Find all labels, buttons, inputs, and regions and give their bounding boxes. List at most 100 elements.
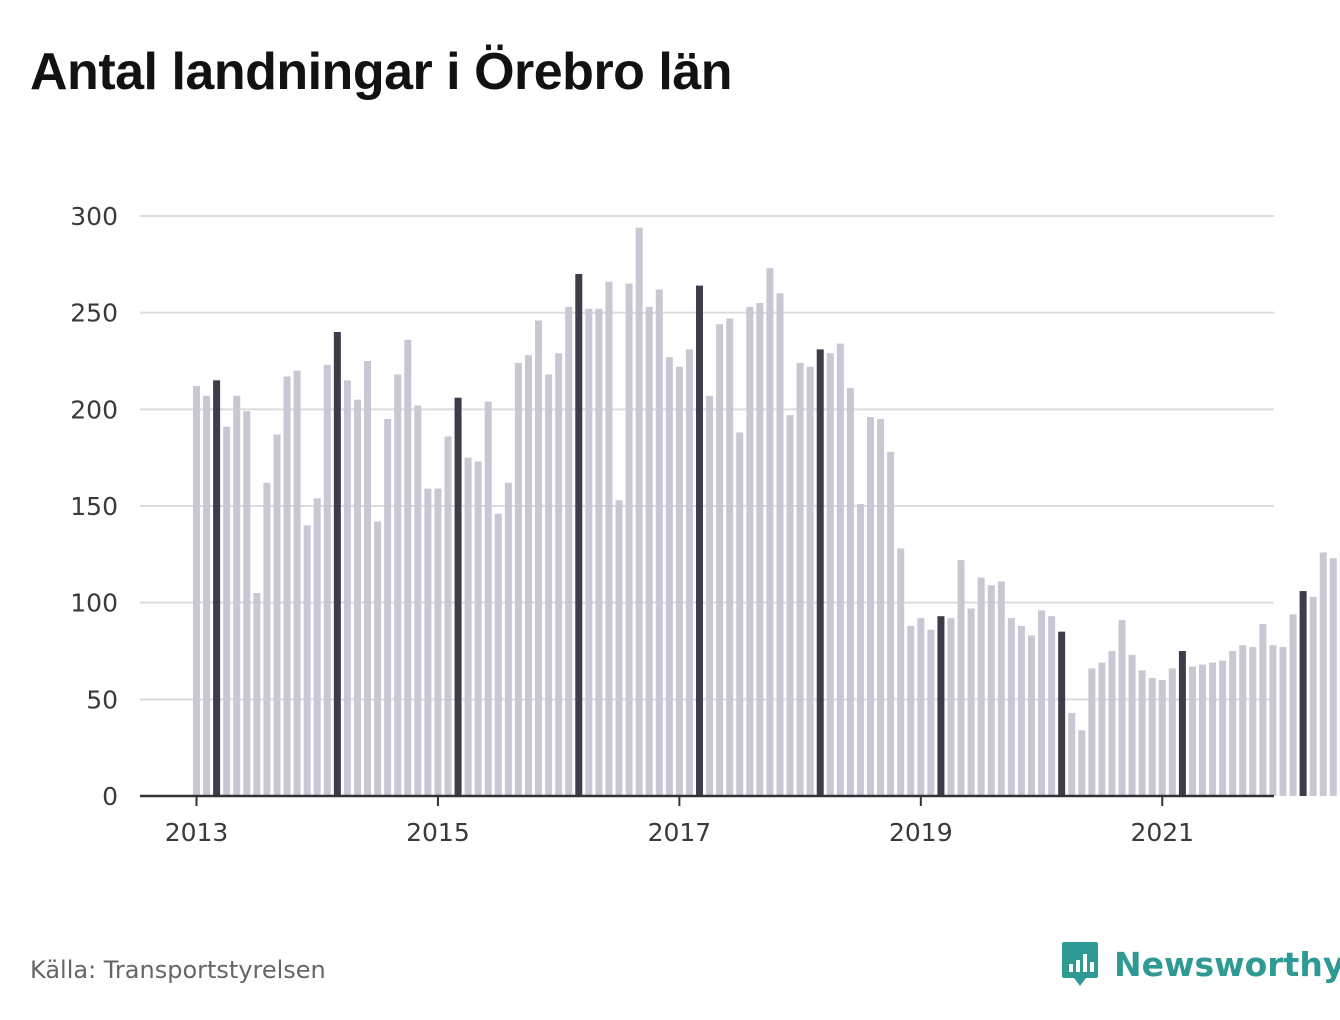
bar-14 — [333, 332, 341, 796]
bar-58 — [776, 293, 784, 796]
bar-81 — [1007, 618, 1015, 796]
bar-48 — [675, 366, 683, 796]
x-tick-label-2021: 2021 — [1130, 818, 1194, 847]
bar-63 — [826, 353, 834, 796]
bar-106 — [1259, 623, 1267, 796]
bar-29 — [484, 401, 492, 796]
bar-41 — [605, 281, 613, 797]
bar-53 — [726, 318, 734, 796]
bar-92 — [1118, 620, 1126, 796]
bar-82 — [1017, 625, 1025, 796]
bar-57 — [766, 268, 774, 796]
bar-86 — [1058, 631, 1066, 796]
bar-11 — [303, 525, 311, 796]
bar-90 — [1098, 662, 1106, 796]
bar-111 — [1309, 596, 1317, 796]
bar-31 — [504, 482, 512, 796]
bar-59 — [786, 415, 794, 796]
bar-102 — [1219, 660, 1227, 796]
bar-54 — [736, 432, 744, 796]
bar-32 — [514, 362, 522, 796]
bar-99 — [1188, 666, 1196, 796]
bar-105 — [1249, 647, 1257, 796]
bar-36 — [555, 353, 563, 796]
bar-93 — [1128, 654, 1136, 796]
bar-9 — [283, 376, 291, 796]
bar-34 — [535, 320, 543, 796]
y-tick-label-0: 0 — [102, 782, 118, 811]
bar-40 — [595, 308, 603, 796]
source-note: Källa: Transportstyrelsen — [30, 956, 326, 984]
bar-22 — [414, 405, 422, 796]
bar-38 — [575, 274, 583, 796]
bar-97 — [1168, 668, 1176, 796]
bar-75 — [947, 618, 955, 796]
bar-107 — [1269, 645, 1277, 796]
labels: 0501001502002503002013201520172019202120… — [70, 202, 1194, 847]
bar-10 — [293, 370, 301, 796]
bar-37 — [565, 306, 573, 796]
bar-5 — [243, 411, 251, 796]
newsworthy-logo-icon — [1062, 942, 1098, 986]
bar-25 — [444, 436, 452, 796]
bar-17 — [364, 361, 372, 796]
bar-110 — [1299, 591, 1307, 796]
bar-66 — [856, 504, 864, 796]
bar-88 — [1078, 730, 1086, 796]
bar-8 — [273, 434, 281, 796]
bar-67 — [867, 417, 875, 796]
brand: Newsworthy — [1060, 940, 1340, 988]
bar-61 — [806, 366, 814, 796]
bar-68 — [877, 419, 885, 796]
bar-13 — [323, 364, 331, 796]
bar-24 — [434, 488, 442, 796]
bar-74 — [937, 616, 945, 796]
bar-23 — [424, 488, 432, 796]
bar-62 — [816, 349, 824, 796]
bar-85 — [1048, 616, 1056, 796]
y-tick-label-250: 250 — [70, 299, 118, 328]
bar-83 — [1027, 635, 1035, 796]
bar-0 — [193, 386, 200, 796]
bar-73 — [927, 629, 935, 796]
bar-77 — [967, 608, 975, 796]
bar-42 — [615, 500, 623, 796]
bar-101 — [1209, 662, 1217, 796]
bar-109 — [1289, 614, 1297, 796]
bar-12 — [313, 498, 321, 796]
bar-103 — [1229, 651, 1237, 796]
bar-78 — [977, 577, 985, 796]
bar-27 — [464, 457, 472, 796]
bar-84 — [1038, 610, 1046, 796]
bar-4 — [233, 395, 241, 796]
bar-21 — [404, 339, 412, 796]
bar-20 — [394, 374, 402, 796]
brand-name: Newsworthy — [1114, 944, 1340, 984]
bar-94 — [1138, 670, 1146, 796]
y-tick-label-150: 150 — [70, 492, 118, 521]
bar-39 — [585, 308, 593, 796]
bar-80 — [997, 581, 1005, 796]
y-tick-label-200: 200 — [70, 395, 118, 424]
bar-104 — [1239, 645, 1247, 796]
x-tick-label-2015: 2015 — [406, 818, 470, 847]
bar-28 — [474, 461, 482, 796]
bar-91 — [1108, 651, 1116, 796]
page-title: Antal landningar i Örebro län — [30, 43, 733, 101]
bar-52 — [716, 324, 724, 796]
bar-65 — [846, 388, 854, 796]
bar-15 — [343, 380, 351, 796]
bar-3 — [223, 426, 231, 796]
bar-2 — [213, 380, 221, 796]
bar-108 — [1279, 647, 1287, 796]
bar-33 — [524, 355, 532, 796]
bar-1 — [203, 395, 211, 796]
bar-56 — [756, 303, 764, 796]
bar-95 — [1148, 678, 1156, 796]
bar-18 — [374, 521, 382, 796]
x-tick-label-2013: 2013 — [165, 818, 229, 847]
bar-43 — [625, 283, 633, 796]
bar-71 — [907, 625, 915, 796]
bar-76 — [957, 560, 965, 796]
